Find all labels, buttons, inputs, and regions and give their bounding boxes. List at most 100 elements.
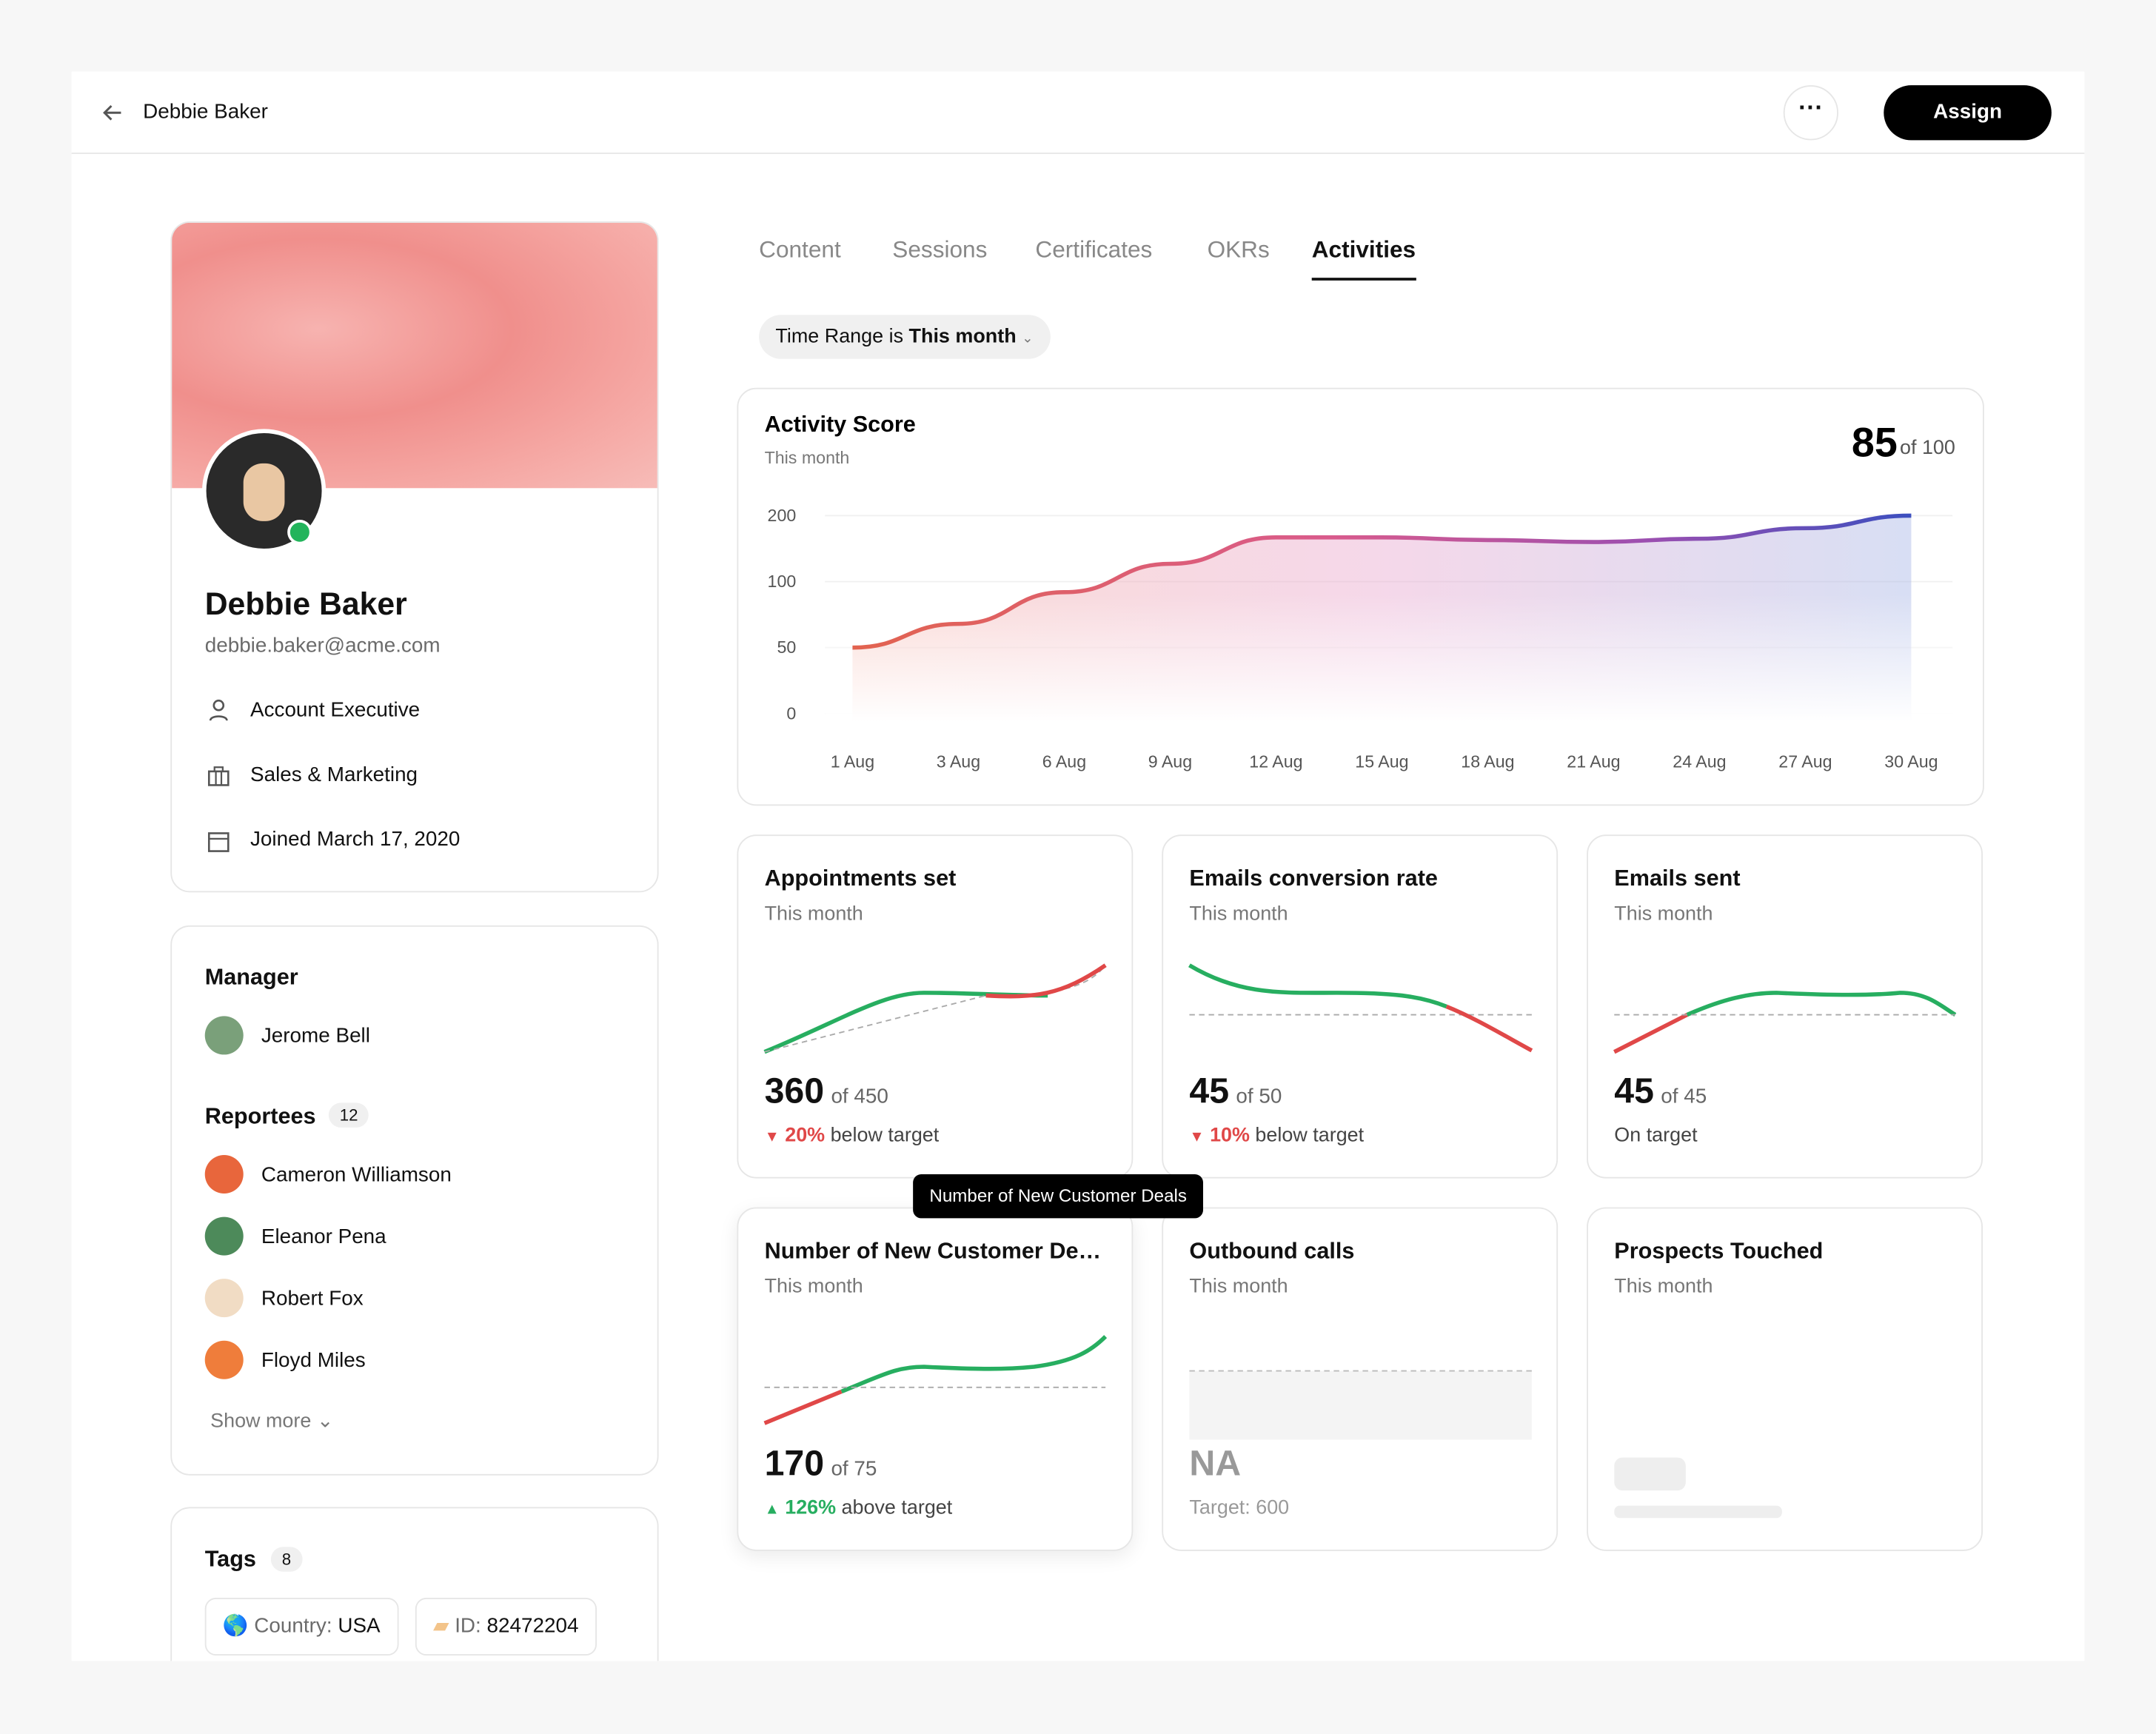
more-button[interactable]: ···: [1783, 85, 1839, 141]
x-tick-label: 1 Aug: [831, 751, 874, 771]
change-icon: ▲: [764, 1502, 780, 1519]
card-subtitle: This month: [1614, 903, 1713, 925]
tags-count: 8: [270, 1547, 302, 1572]
detail-title: Account Executive: [250, 698, 421, 723]
y-tick-label: 100: [768, 572, 797, 591]
x-tick-label: 18 Aug: [1461, 751, 1514, 771]
y-tick-label: 50: [777, 637, 796, 657]
tab-active[interactable]: Activities: [1311, 236, 1416, 281]
card-target: Target: 600: [1189, 1497, 1290, 1520]
card-value: 170: [764, 1442, 825, 1484]
card-value-row: 45 of 50: [1189, 1070, 1282, 1113]
tag-value: USA: [338, 1614, 381, 1638]
x-tick-label: 3 Aug: [937, 751, 980, 771]
main-panel: Debbie Baker ··· Assign Debbie Baker deb…: [71, 71, 2085, 1661]
tab[interactable]: Certificates: [1035, 236, 1153, 263]
manager-avatar: [204, 1016, 244, 1055]
y-tick-label: 200: [768, 506, 797, 525]
card-value: 45: [1189, 1069, 1230, 1111]
back-button[interactable]: [99, 99, 127, 127]
tag-value: 82472204: [486, 1614, 579, 1638]
change-value: 126%: [785, 1497, 837, 1520]
show-more-label: Show more: [210, 1410, 312, 1433]
x-tick-label: 12 Aug: [1249, 751, 1302, 771]
x-tick-label: 27 Aug: [1778, 751, 1832, 771]
filter-label: Time Range is: [775, 326, 904, 348]
change-label: below target: [830, 1125, 940, 1147]
card-subtitle: This month: [764, 1276, 863, 1299]
card-subtitle: This month: [1189, 903, 1288, 925]
card-title: Prospects Touched: [1614, 1239, 1824, 1264]
tab[interactable]: OKRs: [1207, 236, 1270, 263]
card-title: Appointments set: [764, 866, 957, 891]
activity-chart: Activity Score This month 85 of 100 0 50 1…: [765, 412, 1955, 771]
y-tick-label: 0: [786, 703, 796, 723]
tag[interactable]: ▰ ID: 82472204: [415, 1598, 597, 1656]
card-value: 45: [1614, 1069, 1654, 1111]
change-label: On target: [1614, 1125, 1698, 1147]
card-change: ▼ 10% below target: [1189, 1125, 1364, 1147]
tag[interactable]: 🌎 Country: USA: [204, 1598, 398, 1656]
tooltip: Number of New Customer Deals: [913, 1174, 1204, 1219]
card-change: ▲ 126% above target: [765, 1497, 953, 1519]
metric-card: Number of New Customer Deals This month 17…: [737, 1207, 1134, 1551]
card-value: NA: [1189, 1442, 1242, 1484]
filter-chip[interactable]: Time Range is This month ⌄: [759, 315, 1051, 359]
line: [852, 513, 1912, 650]
card-target: of 45: [1661, 1085, 1707, 1108]
change-label: below target: [1255, 1125, 1365, 1147]
header-divider: [71, 153, 2085, 155]
metric-card: Prospects Touched This month: [1587, 1207, 1983, 1551]
assign-button[interactable]: Assign: [1884, 85, 2052, 141]
score-of: of 100: [1900, 436, 1955, 458]
chart-subtitle: This month: [765, 448, 850, 467]
card-target: of 450: [831, 1085, 888, 1108]
detail-department: Sales & Marketing: [250, 763, 418, 787]
x-tick-label: 9 Aug: [1148, 751, 1192, 771]
profile-email: debbie.baker@acme.com: [204, 634, 441, 657]
profile-name: Debbie Baker: [204, 586, 407, 622]
card-title: Emails sent: [1614, 866, 1741, 891]
change-label: above target: [841, 1497, 953, 1520]
reportee-avatar: [204, 1279, 244, 1318]
chart-title: Activity Score: [765, 412, 916, 437]
card-value-row: NA: [1189, 1442, 1241, 1485]
card-value-row: 170 of 75: [765, 1442, 877, 1485]
card-title: Emails conversion rate: [1189, 866, 1438, 891]
metric-card: Emails sent This month 45 of 45 On target: [1587, 834, 1983, 1179]
team-card: Manager Jerome Bell Reportees 12 Cameron…: [170, 925, 659, 1476]
x-tick-label: 6 Aug: [1042, 751, 1086, 771]
filter-value: This month: [908, 326, 1017, 348]
tab[interactable]: Sessions: [892, 236, 988, 263]
x-tick-label: 21 Aug: [1567, 751, 1620, 771]
card-subtitle: This month: [1614, 1276, 1713, 1299]
area-fade: [825, 594, 1953, 723]
reportee-avatar: [204, 1155, 244, 1194]
tab[interactable]: Content: [759, 236, 841, 263]
manager-name: Jerome Bell: [261, 1024, 370, 1048]
detail-joined: Joined March 17, 2020: [250, 828, 461, 851]
detail-icons: [207, 699, 230, 852]
card-subtitle: This month: [1189, 1276, 1288, 1299]
card-value: 360: [764, 1069, 825, 1111]
tags-title: Tags: [204, 1547, 256, 1572]
reportee-name[interactable]: Cameron Williamson: [261, 1163, 452, 1187]
x-tick-label: 15 Aug: [1355, 751, 1408, 771]
card-change: On target: [1614, 1125, 1697, 1147]
metric-card: Emails conversion rate This month 45 of 50 ▼…: [1162, 834, 1559, 1179]
reportee-name[interactable]: Robert Fox: [261, 1287, 364, 1310]
reportee-name[interactable]: Eleanor Pena: [261, 1225, 386, 1249]
x-tick-label: 30 Aug: [1884, 751, 1938, 771]
show-more[interactable]: Show more ⌄: [210, 1410, 334, 1433]
reportees-title: Reportees: [204, 1104, 316, 1129]
online-status: [287, 520, 312, 545]
profile-card: Debbie Baker debbie.baker@acme.com Accou…: [170, 221, 659, 893]
tag-key: ID:: [455, 1614, 481, 1638]
card-value-row: 45 of 45: [1614, 1070, 1707, 1113]
reportee-name[interactable]: Floyd Miles: [261, 1348, 366, 1373]
tag-key: Country:: [254, 1614, 332, 1638]
card-change: ▼ 20% below target: [765, 1125, 940, 1147]
card-subtitle: This month: [764, 903, 863, 925]
manager-title: Manager: [204, 965, 298, 991]
